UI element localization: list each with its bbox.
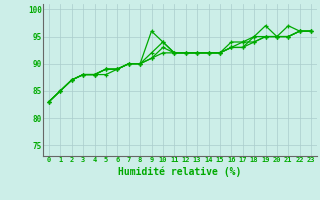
X-axis label: Humidité relative (%): Humidité relative (%) <box>118 166 242 177</box>
